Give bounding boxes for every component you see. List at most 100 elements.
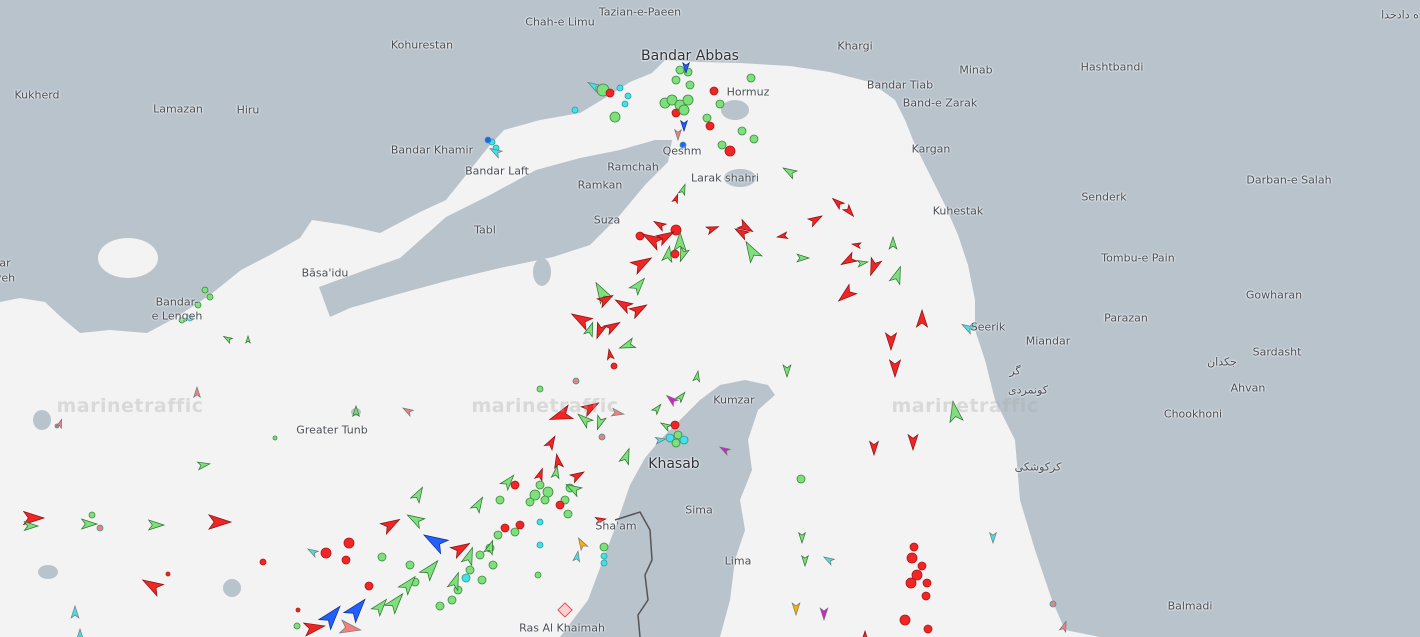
vessel-marker-underway[interactable]: [704, 223, 720, 236]
vessel-marker-stationary[interactable]: [796, 474, 806, 484]
port-icon[interactable]: [557, 602, 573, 618]
vessel-marker-stationary[interactable]: [405, 560, 415, 570]
vessel-marker-stationary[interactable]: [477, 575, 487, 585]
vessel-marker-underway[interactable]: [610, 407, 626, 418]
vessel-marker-stationary[interactable]: [717, 140, 727, 150]
vessel-marker-stationary[interactable]: [194, 301, 202, 309]
vessel-marker-stationary[interactable]: [165, 571, 171, 577]
vessel-marker-stationary[interactable]: [493, 530, 503, 540]
vessel-marker-underway[interactable]: [196, 460, 212, 471]
vessel-marker-underway[interactable]: [740, 238, 763, 264]
vessel-marker-stationary[interactable]: [746, 73, 756, 83]
vessel-marker-underway[interactable]: [841, 203, 857, 219]
vessel-marker-stationary[interactable]: [500, 523, 510, 533]
vessel-marker-stationary[interactable]: [465, 565, 475, 575]
vessel-marker-stationary[interactable]: [555, 500, 565, 510]
vessel-marker-underway[interactable]: [147, 519, 166, 531]
vessel-marker-underway[interactable]: [674, 390, 688, 404]
vessel-marker-stationary[interactable]: [435, 601, 445, 611]
vessel-marker-underway[interactable]: [907, 433, 919, 452]
vessel-marker-underway[interactable]: [884, 332, 898, 352]
vessel-marker-stationary[interactable]: [536, 541, 544, 549]
vessel-marker-underway[interactable]: [822, 554, 836, 566]
vessel-marker-underway[interactable]: [618, 337, 637, 353]
vessel-marker-stationary[interactable]: [529, 489, 541, 501]
vessel-marker-underway[interactable]: [568, 468, 586, 484]
vessel-marker-stationary[interactable]: [609, 111, 621, 123]
vessel-marker-underway[interactable]: [593, 414, 607, 431]
vessel-marker-underway[interactable]: [801, 554, 809, 568]
vessel-marker-underway[interactable]: [449, 538, 472, 560]
vessel-marker-underway[interactable]: [70, 604, 80, 619]
vessel-marker-underway[interactable]: [552, 453, 565, 470]
vessel-marker-stationary[interactable]: [671, 438, 681, 448]
vessel-marker-underway[interactable]: [602, 318, 622, 336]
vessel-marker-underway[interactable]: [568, 308, 594, 331]
vessel-marker-stationary[interactable]: [515, 520, 525, 530]
vessel-marker-stationary[interactable]: [749, 134, 759, 144]
vessel-marker-stationary[interactable]: [572, 377, 580, 385]
vessel-marker-underway[interactable]: [796, 253, 811, 263]
vessel-marker-underway[interactable]: [207, 514, 233, 530]
vessel-marker-underway[interactable]: [193, 385, 201, 399]
vessel-marker-underway[interactable]: [659, 420, 673, 432]
vessel-marker-stationary[interactable]: [542, 486, 554, 498]
vessel-marker-stationary[interactable]: [293, 622, 301, 630]
vessel-marker-underway[interactable]: [409, 485, 427, 505]
vessel-marker-underway[interactable]: [446, 571, 463, 592]
vessel-marker-stationary[interactable]: [670, 249, 680, 259]
vessel-marker-underway[interactable]: [650, 402, 664, 416]
vessel-marker-stationary[interactable]: [899, 614, 911, 626]
vessel-marker-stationary[interactable]: [635, 231, 645, 241]
vessel-marker-underway[interactable]: [781, 164, 799, 180]
vessel-marker-stationary[interactable]: [343, 537, 355, 549]
vessel-marker-underway[interactable]: [629, 252, 654, 275]
vessel-marker-underway[interactable]: [865, 256, 883, 278]
vessel-marker-underway[interactable]: [55, 418, 64, 430]
vessel-marker-underway[interactable]: [245, 334, 251, 344]
vessel-marker-stationary[interactable]: [679, 141, 687, 149]
vessel-marker-stationary[interactable]: [320, 547, 332, 559]
vessel-marker-stationary[interactable]: [536, 385, 544, 393]
vessel-marker-stationary[interactable]: [206, 293, 214, 301]
vessel-marker-stationary[interactable]: [495, 495, 505, 505]
vessel-marker-stationary[interactable]: [737, 126, 747, 136]
vessel-marker-underway[interactable]: [839, 251, 859, 269]
vessel-marker-underway[interactable]: [533, 467, 546, 483]
vessel-marker-stationary[interactable]: [447, 595, 457, 605]
vessel-marker-underway[interactable]: [692, 369, 701, 383]
vessel-marker-underway[interactable]: [23, 520, 40, 532]
vessel-marker-underway[interactable]: [418, 557, 443, 582]
vessel-marker-stationary[interactable]: [525, 497, 535, 507]
vessel-marker-underway[interactable]: [888, 265, 905, 286]
vessel-marker-stationary[interactable]: [675, 65, 685, 75]
vessel-marker-underway[interactable]: [379, 514, 402, 536]
vessel-marker-stationary[interactable]: [377, 552, 387, 562]
vessel-marker-underway[interactable]: [671, 193, 680, 205]
vessel-marker-underway[interactable]: [628, 275, 648, 297]
vessel-marker-underway[interactable]: [652, 218, 668, 232]
vessel-marker-underway[interactable]: [775, 231, 789, 240]
vessel-marker-underway[interactable]: [1058, 620, 1069, 634]
vessel-marker-stationary[interactable]: [510, 527, 520, 537]
vessel-marker-underway[interactable]: [733, 225, 751, 241]
vessel-marker-stationary[interactable]: [678, 104, 690, 116]
vessel-marker-stationary[interactable]: [670, 420, 680, 430]
vessel-marker-stationary[interactable]: [666, 94, 678, 106]
vessel-marker-underway[interactable]: [819, 607, 829, 622]
vessel-marker-underway[interactable]: [420, 528, 450, 555]
vessel-marker-underway[interactable]: [677, 183, 688, 197]
vessel-marker-underway[interactable]: [655, 227, 676, 247]
vessel-marker-stationary[interactable]: [598, 433, 606, 441]
vessel-marker-stationary[interactable]: [709, 86, 719, 96]
vessel-marker-stationary[interactable]: [534, 571, 542, 579]
vessel-marker-underway[interactable]: [586, 79, 602, 93]
vessel-marker-stationary[interactable]: [510, 480, 520, 490]
vessel-marker-stationary[interactable]: [610, 362, 618, 370]
vessel-marker-underway[interactable]: [654, 436, 668, 445]
vessel-marker-underway[interactable]: [580, 398, 601, 418]
vessel-marker-underway[interactable]: [595, 291, 615, 309]
vessel-marker-underway[interactable]: [499, 472, 517, 492]
vessel-marker-stationary[interactable]: [923, 624, 933, 634]
vessel-marker-stationary[interactable]: [295, 607, 301, 613]
